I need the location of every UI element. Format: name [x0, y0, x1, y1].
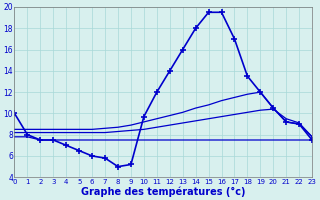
X-axis label: Graphe des températures (°c): Graphe des températures (°c) — [81, 186, 245, 197]
